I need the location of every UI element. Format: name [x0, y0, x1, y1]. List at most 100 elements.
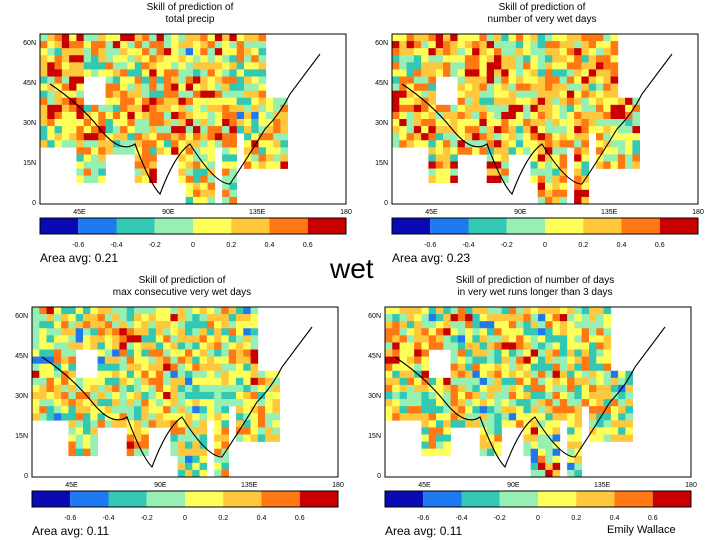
- coastline: [41, 326, 313, 468]
- heatmap-cell: [105, 55, 114, 63]
- colorbar-tick-label: 0.4: [616, 242, 627, 249]
- heatmap-cell: [185, 126, 194, 134]
- heatmap-cell: [98, 140, 106, 148]
- heatmap-cell: [222, 34, 230, 42]
- heatmap-cell: [243, 420, 251, 428]
- heatmap-cell: [156, 111, 165, 120]
- heatmap-cell: [443, 321, 451, 329]
- heatmap-cell: [530, 62, 539, 70]
- heatmap-cell: [552, 356, 561, 364]
- heatmap-cell: [457, 48, 466, 56]
- heatmap-cell: [119, 328, 128, 336]
- heatmap-cell: [221, 328, 230, 336]
- heatmap-cell: [625, 147, 633, 155]
- heatmap-cell: [574, 97, 582, 106]
- heatmap-cell: [112, 335, 120, 343]
- heatmap-cell: [170, 406, 179, 414]
- heatmap-cell: [141, 434, 149, 442]
- heatmap-cell: [83, 147, 92, 155]
- heatmap-cell: [603, 97, 611, 106]
- heatmap-cell: [32, 392, 40, 400]
- heatmap-cell: [516, 363, 524, 372]
- heatmap-cell: [192, 406, 200, 414]
- heatmap-cell: [221, 384, 230, 393]
- heatmap-cell: [251, 97, 259, 106]
- heatmap-cell: [450, 406, 459, 414]
- heatmap-cell: [487, 427, 495, 435]
- heatmap-cell: [54, 97, 63, 106]
- heatmap-cell: [523, 363, 532, 372]
- heatmap-cell: [243, 413, 251, 421]
- heatmap-cell: [98, 104, 106, 113]
- heatmap-cell: [47, 133, 55, 141]
- heatmap-cell: [185, 448, 193, 457]
- heatmap-cell: [228, 384, 237, 393]
- heatmap-cell: [273, 140, 281, 148]
- heatmap-cell: [91, 48, 99, 56]
- heatmap-cell: [464, 41, 473, 49]
- colorbar-swatch: [538, 491, 577, 507]
- colorbar-swatch: [231, 218, 270, 234]
- heatmap-cell: [588, 62, 597, 70]
- heatmap-cell: [126, 335, 135, 343]
- heatmap-cell: [537, 83, 546, 91]
- heatmap-cell: [552, 434, 561, 442]
- heatmap-cell: [574, 175, 582, 184]
- heatmap-cell: [603, 111, 611, 120]
- heatmap-cell: [193, 182, 201, 191]
- heatmap-cell: [523, 314, 532, 322]
- heatmap-cell: [250, 420, 259, 428]
- heatmap-cell: [272, 377, 281, 386]
- heatmap-cell: [588, 104, 597, 113]
- heatmap-cell: [83, 328, 91, 336]
- colorbar-tick-label: -0.6: [64, 515, 77, 522]
- heatmap-cell: [236, 406, 244, 414]
- heatmap-cell: [508, 314, 517, 322]
- heatmap-cell: [61, 321, 69, 329]
- heatmap-cell: [552, 97, 560, 106]
- lon-tick-label: 90E: [162, 209, 175, 216]
- heatmap-cell: [163, 83, 172, 91]
- heatmap-cell: [399, 83, 407, 91]
- heatmap-cell: [603, 434, 612, 442]
- heatmap-cell: [214, 133, 223, 141]
- heatmap-cell: [127, 140, 136, 148]
- heatmap-cell: [163, 420, 171, 428]
- colorbar-tick-label: -0.4: [462, 242, 475, 249]
- heatmap-cell: [69, 126, 77, 134]
- heatmap-cell: [552, 175, 560, 184]
- heatmap-cell: [428, 34, 437, 42]
- heatmap-cell: [567, 434, 575, 442]
- heatmap-cell: [479, 406, 488, 414]
- heatmap-cell: [472, 328, 481, 336]
- heatmap-cell: [200, 133, 208, 141]
- heatmap-cell: [465, 321, 473, 329]
- colorbar-swatch: [499, 491, 538, 507]
- heatmap-cell: [193, 154, 201, 162]
- heatmap-cell: [214, 34, 223, 42]
- heatmap-cell: [530, 363, 539, 372]
- heatmap-cell: [530, 140, 539, 148]
- heatmap-cell: [54, 133, 63, 141]
- heatmap-cell: [537, 133, 546, 141]
- heatmap-cell: [428, 133, 437, 141]
- heatmap-cell: [142, 90, 150, 99]
- heatmap-cell: [494, 55, 502, 63]
- heatmap-cell: [450, 34, 458, 42]
- heatmap-cell: [436, 377, 444, 386]
- heatmap-cell: [443, 377, 451, 386]
- heatmap-cell: [443, 147, 451, 155]
- heatmap-cell: [105, 104, 114, 113]
- heatmap-cell: [141, 321, 149, 329]
- heatmap-cell: [501, 420, 510, 428]
- heatmap-cell: [589, 349, 597, 357]
- lat-tick-label: 60N: [23, 40, 36, 47]
- heatmap-cell: [494, 111, 502, 120]
- heatmap-cell: [457, 126, 466, 134]
- heatmap-cell: [508, 97, 517, 106]
- heatmap-cell: [559, 147, 568, 155]
- heatmap-cell: [428, 104, 437, 113]
- heatmap-cell: [214, 90, 223, 99]
- heatmap-cell: [385, 377, 393, 386]
- heatmap-cell: [487, 413, 495, 421]
